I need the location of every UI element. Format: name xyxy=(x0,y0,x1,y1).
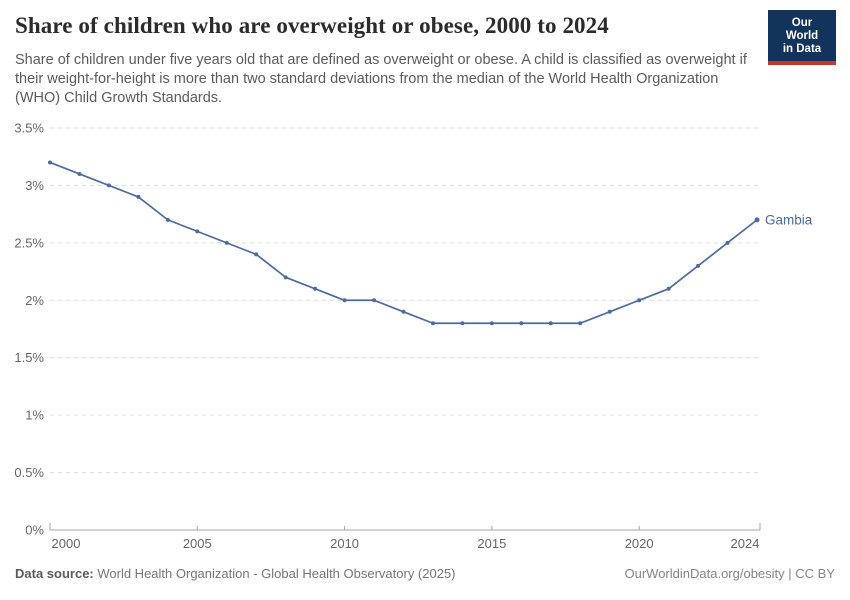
license-link[interactable]: OurWorldinData.org/obesity | CC BY xyxy=(624,566,836,581)
y-axis-tick-label: 1% xyxy=(25,408,44,423)
data-point[interactable] xyxy=(578,321,583,326)
x-axis-tick-label: 2020 xyxy=(625,536,654,551)
data-point[interactable] xyxy=(637,298,642,303)
data-point[interactable] xyxy=(254,252,259,257)
y-axis-tick-label: 2% xyxy=(25,293,44,308)
data-point[interactable] xyxy=(725,240,730,245)
owid-logo[interactable]: Our World in Data xyxy=(768,10,836,65)
x-axis-tick-label: 2005 xyxy=(183,536,212,551)
series-label-gambia[interactable]: Gambia xyxy=(765,212,813,227)
data-source-text: World Health Organization - Global Healt… xyxy=(93,566,456,581)
data-point[interactable] xyxy=(342,298,347,303)
data-source: Data source: World Health Organization -… xyxy=(15,566,456,581)
data-point[interactable] xyxy=(106,183,111,188)
data-point[interactable] xyxy=(401,309,406,314)
data-source-label: Data source: xyxy=(15,566,94,581)
data-point[interactable] xyxy=(77,171,82,176)
gridlines: 0% 0.5% 1% 1.5% 2% 2.5% 3% 3.5% xyxy=(14,121,760,538)
series-gambia[interactable]: Gambia xyxy=(48,160,813,326)
y-axis-tick-label: 1.5% xyxy=(14,350,44,365)
data-point[interactable] xyxy=(430,321,435,326)
chart-title: Share of children who are overweight or … xyxy=(15,13,609,38)
y-axis-tick-label: 0.5% xyxy=(14,465,44,480)
data-point[interactable] xyxy=(48,160,52,165)
y-axis-tick-label: 0% xyxy=(25,523,44,538)
data-point[interactable] xyxy=(607,309,612,314)
y-axis-tick-label: 3.5% xyxy=(14,121,44,136)
data-point[interactable] xyxy=(165,217,170,222)
data-point[interactable] xyxy=(283,275,288,280)
data-point[interactable] xyxy=(313,286,318,291)
x-axis-tick-label: 2010 xyxy=(330,536,359,551)
x-axis: 2000 2005 2010 2015 2020 2024 xyxy=(49,523,761,551)
chart-subtitle: Share of children under five years old t… xyxy=(15,52,747,106)
chart-footer: Data source: World Health Organization -… xyxy=(15,566,835,581)
y-axis-tick-label: 2.5% xyxy=(14,235,44,250)
data-point[interactable] xyxy=(136,194,141,199)
data-point[interactable] xyxy=(754,217,760,223)
x-axis-tick-label: 2024 xyxy=(731,536,760,551)
data-point[interactable] xyxy=(489,321,494,326)
data-point[interactable] xyxy=(460,321,465,326)
data-point[interactable] xyxy=(224,240,229,245)
owid-logo-line1: Our World xyxy=(785,17,819,42)
x-axis-tick-label: 2000 xyxy=(52,536,81,551)
data-point[interactable] xyxy=(195,229,200,234)
data-point[interactable] xyxy=(548,321,553,326)
y-axis-tick-label: 3% xyxy=(25,178,44,193)
data-point[interactable] xyxy=(666,286,671,291)
line-chart[interactable]: 0% 0.5% 1% 1.5% 2% 2.5% 3% 3.5% 2000 2005 2010 2015… xyxy=(0,112,850,564)
owid-logo-line2: in Data xyxy=(782,43,822,55)
data-point[interactable] xyxy=(696,263,701,268)
data-point[interactable] xyxy=(372,298,377,303)
data-point[interactable] xyxy=(519,321,524,326)
x-axis-tick-label: 2015 xyxy=(477,536,506,551)
